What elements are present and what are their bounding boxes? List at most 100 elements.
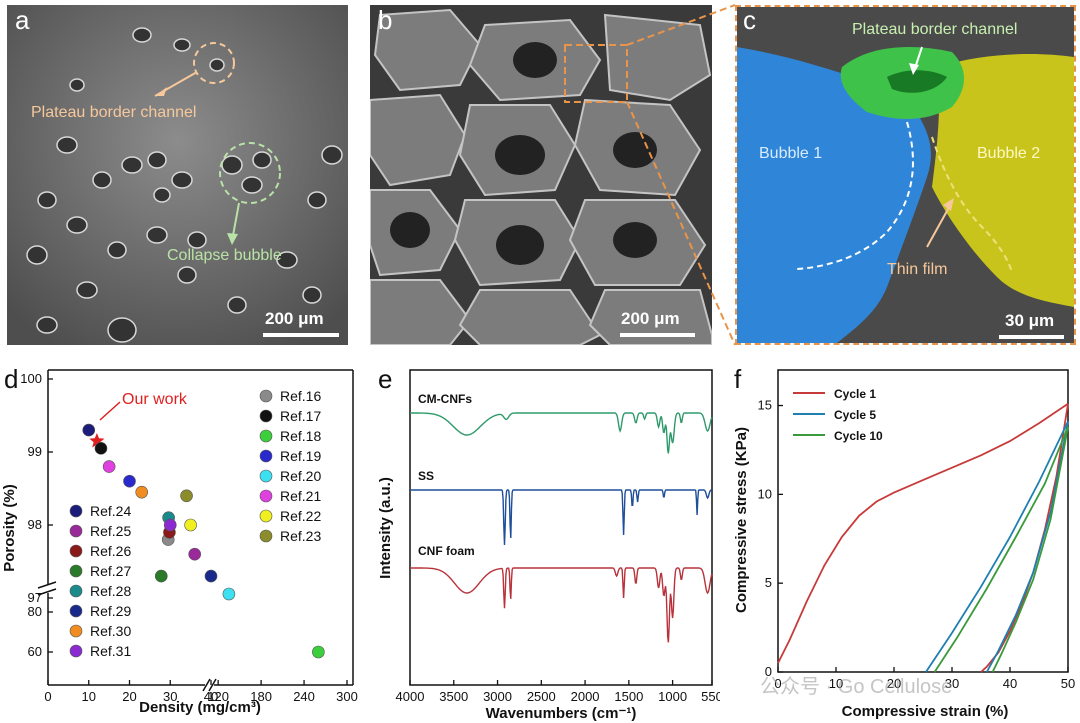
panel-label-a: a — [15, 5, 30, 35]
point-ref-31 — [163, 518, 177, 532]
panel-label-b: b — [378, 5, 393, 35]
legend-label: Ref.29 — [90, 603, 131, 619]
x-tick-label-d: 40 — [204, 689, 218, 704]
y-tick-label-f: 0 — [765, 664, 772, 679]
x-tick-label-d: 180 — [250, 689, 272, 704]
y-tick-label-d: 97 — [28, 590, 42, 605]
annotation-plateau-channel-a: Plateau border channel — [31, 104, 197, 121]
series-cnf-foam — [410, 567, 713, 643]
legend-label-f: Cycle 1 — [834, 387, 876, 401]
scale-bar-b — [620, 333, 695, 337]
sem-image-c — [737, 7, 1074, 343]
point-ref-17 — [94, 442, 108, 455]
panel-b: b 200 μm — [370, 5, 712, 345]
panel-label-d: d — [4, 364, 19, 394]
point-ref-23 — [180, 489, 193, 503]
scale-bar-label-b: 200 μm — [621, 309, 680, 328]
x-tick-label-d: 0 — [44, 689, 51, 704]
point-ref-25 — [188, 547, 201, 561]
x-tick-label-e: 3500 — [439, 689, 468, 704]
label-cm-cnfs: CM-CNFs — [418, 392, 472, 406]
x-tick-label-d: 10 — [82, 689, 96, 704]
x-tick-label-f: 10 — [829, 676, 843, 691]
y-tick-label-f: 15 — [758, 398, 772, 413]
point-ref-30 — [135, 485, 149, 499]
x-tick-label-d: 300 — [336, 689, 358, 704]
x-tick-label-d: 20 — [122, 689, 136, 704]
series-cycle-10-unloading — [991, 426, 1069, 673]
x-axis-title-e: Wavenumbers (cm⁻¹) — [486, 705, 637, 722]
legend-label: Ref.20 — [280, 468, 321, 484]
label-ss: SS — [418, 469, 434, 483]
legend-label: Ref.27 — [90, 563, 131, 579]
x-tick-label-e: 1000 — [658, 689, 687, 704]
legend-label: Ref.17 — [280, 408, 321, 424]
panel-label-f: f — [734, 364, 742, 394]
scale-bar-c — [999, 335, 1064, 339]
legend-label: Ref.31 — [90, 643, 131, 659]
annotation-plateau-channel-c: Plateau border channel — [852, 21, 1018, 38]
label-cnf-foam: CNF foam — [418, 544, 475, 558]
legend-label: Ref.30 — [90, 623, 131, 639]
y-axis-title-d: Porosity (%) — [1, 484, 18, 572]
x-tick-label-d: 120 — [207, 689, 229, 704]
legend-marker-ref-27 — [69, 564, 83, 578]
legend-label: Ref.24 — [90, 503, 131, 519]
y-tick-label-d: 98 — [28, 517, 42, 532]
our-work-arrow — [99, 401, 121, 421]
legend-marker-ref-29 — [69, 604, 83, 618]
legend-marker-ref-24 — [69, 504, 83, 518]
x-axis-title-d: Density (mg/cm³) — [139, 699, 261, 716]
legend-marker-ref-31 — [69, 644, 83, 658]
x-axis-title-f: Compressive strain (%) — [842, 703, 1009, 720]
annotation-bubble-1: Bubble 1 — [759, 145, 823, 162]
point-ref-19 — [123, 474, 136, 488]
x-tick-label-f: 20 — [887, 676, 901, 691]
legend-label: Ref.25 — [90, 523, 131, 539]
x-tick-label-f: 50 — [1061, 676, 1075, 691]
point-ref-29 — [204, 569, 218, 583]
panel-c: c Plateau border channel Bubble 1 Bubble… — [735, 5, 1076, 345]
point-ref-20 — [222, 587, 236, 601]
series-cycle-1-unloading — [980, 403, 1069, 673]
sem-image-b — [370, 5, 712, 345]
x-tick-label-e: 3000 — [483, 689, 512, 704]
legend-label-f: Cycle 10 — [834, 429, 883, 443]
x-tick-label-e: 1500 — [614, 689, 643, 704]
y-tick-label-d: 100 — [20, 371, 42, 386]
annotation-thin-film: Thin film — [887, 261, 948, 278]
y-tick-label-d: 60 — [28, 644, 42, 659]
legend-marker-ref-19 — [259, 449, 273, 463]
point-our-work — [89, 433, 105, 448]
x-tick-label-e: 4000 — [396, 689, 425, 704]
y-axis-title-f: Compressive stress (KPa) — [733, 427, 750, 613]
legend-label: Ref.16 — [280, 388, 321, 404]
sem-image-a — [7, 5, 348, 345]
series-cycle-10-loading — [933, 426, 1069, 673]
x-tick-label-f: 40 — [1003, 676, 1017, 691]
y-tick-label-f: 10 — [758, 486, 772, 501]
legend-marker-ref-21 — [259, 489, 273, 503]
legend-label: Ref.23 — [280, 528, 321, 544]
scale-bar-label-c: 30 μm — [1005, 311, 1055, 330]
legend-label: Ref.22 — [280, 508, 321, 524]
legend-marker-ref-30 — [69, 624, 83, 638]
panel-label-e: e — [378, 364, 393, 394]
legend-label: Ref.26 — [90, 543, 131, 559]
x-tick-label-f: 0 — [774, 676, 781, 691]
annotation-bubble-2: Bubble 2 — [977, 145, 1041, 162]
point-ref-24 — [82, 423, 96, 437]
legend-label: Ref.18 — [280, 428, 321, 444]
legend-marker-ref-22 — [259, 509, 273, 523]
point-ref-22 — [184, 518, 197, 532]
y-tick-label-f: 5 — [765, 575, 772, 590]
legend-marker-ref-18 — [259, 429, 273, 443]
point-ref-21 — [102, 460, 116, 473]
y-tick-label-d: 80 — [28, 604, 42, 619]
series-cycle-1-loading — [777, 403, 1069, 664]
series-ss — [410, 489, 712, 546]
x-tick-label-d: 240 — [293, 689, 315, 704]
chart-ftir: 4000 3500 3000 2500 2000 1500 1000 550 CM-CNFs … — [377, 369, 720, 722]
x-tick-label-e: 550 — [701, 689, 720, 704]
